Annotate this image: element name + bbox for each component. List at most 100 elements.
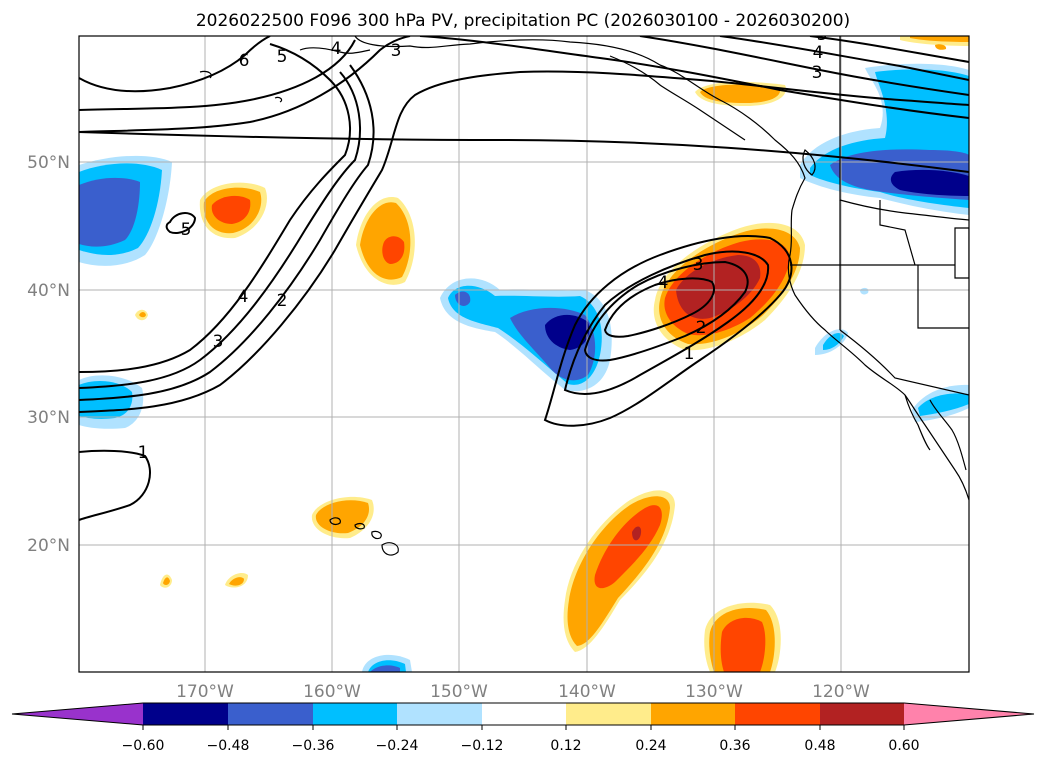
north-america-coastline <box>354 36 969 501</box>
pv-contour-label: 5 <box>277 47 288 67</box>
lat-label: 20°N <box>27 536 70 556</box>
state-border <box>954 227 969 279</box>
colorbar-tick-label: −0.60 <box>122 738 165 754</box>
hawaii-island <box>329 517 341 526</box>
precip-positive-region <box>211 195 251 224</box>
colorbar-segment <box>651 703 735 725</box>
colorbar-segment <box>735 703 820 725</box>
pv-contour-line <box>79 449 151 521</box>
lat-label: 50°N <box>27 153 70 173</box>
pv-contour-labels: 6 5 4 3 3 4 3 5 4 2 3 4 3 2 1 1 <box>138 25 828 463</box>
pv-contour-line <box>79 43 351 373</box>
pv-contour-label: 3 <box>817 25 828 45</box>
colorbar-segment <box>820 703 904 725</box>
colorbar-segment <box>228 703 313 725</box>
precip-negative-region <box>823 333 844 350</box>
colorbar-tick-label: −0.48 <box>207 738 250 754</box>
precip-positive-region <box>935 44 947 50</box>
pv-contour-line <box>419 36 969 119</box>
precip-negative-region <box>918 393 969 416</box>
precip-negative-region <box>890 169 969 196</box>
colorbar-segment <box>482 703 566 725</box>
gulf-of-california-coast <box>929 399 967 471</box>
precip-positive-region <box>632 526 642 541</box>
colorbar: −0.60 −0.48 −0.36 −0.24 −0.12 0.12 0.24 … <box>11 702 1035 754</box>
pv-contour-label: 4 <box>658 273 669 293</box>
pv-contour-label: 3 <box>812 63 823 83</box>
lon-label: 160°W <box>303 682 361 702</box>
lon-label: 140°W <box>558 682 616 702</box>
hawaii-island <box>354 522 365 530</box>
pv-contour-label: 3 <box>213 332 224 352</box>
pv-contour-line <box>719 36 969 81</box>
colorbar-segment <box>313 703 397 725</box>
state-border <box>917 265 969 329</box>
pv-contour-label: 2 <box>696 318 707 338</box>
lon-label: 170°W <box>176 682 234 702</box>
pv-contour-line <box>79 71 361 389</box>
precip-positive-region <box>720 617 766 672</box>
baja-coastline <box>904 394 931 451</box>
hawaii-island <box>381 542 399 556</box>
pv-contour-line <box>79 39 356 111</box>
pv-contour-line <box>165 212 197 234</box>
colorbar-segment <box>143 703 228 725</box>
pv-contour-label: 4 <box>813 43 824 63</box>
colorbar-segment <box>566 703 651 725</box>
precip-negative-region <box>545 314 590 350</box>
pv-contour-line <box>79 36 271 93</box>
pv-contour-line <box>79 70 969 413</box>
colorbar-tick-label: 0.60 <box>888 738 919 754</box>
colorbar-tick-label: −0.24 <box>376 738 419 754</box>
pv-contour-label: 3 <box>693 255 704 275</box>
precip-positive-region <box>163 577 170 586</box>
pv-contour-line <box>563 250 770 396</box>
precip-positive-region <box>676 255 761 319</box>
pv-contour-line <box>603 277 715 338</box>
colorbar-segment <box>12 703 143 725</box>
coastlines <box>199 36 969 556</box>
pv-contour-label: 1 <box>138 443 149 463</box>
state-border <box>879 200 916 266</box>
lon-label: 130°W <box>685 682 743 702</box>
precip-positive-region <box>382 236 405 264</box>
alaska-panhandle-coast <box>609 55 746 141</box>
hawaii-island <box>371 530 382 540</box>
colorbar-tick-label: 0.36 <box>719 738 750 754</box>
colorbar-ticks <box>142 725 905 730</box>
pv-contour-line <box>79 64 375 401</box>
pv-contour-line <box>583 260 749 362</box>
pv-contour-label: 5 <box>181 220 192 240</box>
map-title: 2026022500 F096 300 hPa PV, precipitatio… <box>196 11 850 31</box>
pv-contour-line <box>543 235 793 427</box>
aleutian-islands <box>274 96 283 103</box>
map-frame <box>78 35 970 673</box>
colorbar-tick-label: 0.24 <box>635 738 666 754</box>
vancouver-island <box>802 149 816 176</box>
pv-contour-label: 6 <box>239 51 250 71</box>
precip-positive-region <box>700 84 781 103</box>
colorbar-segment <box>904 703 1034 725</box>
lon-label: 120°W <box>812 682 870 702</box>
colorbar-tick-label: −0.36 <box>292 738 335 754</box>
us-mexico-border <box>839 329 969 396</box>
precip-negative-region <box>370 665 400 672</box>
pv-contour-line <box>809 36 969 63</box>
pv-contour-line <box>79 131 969 173</box>
map-area: 6 5 4 3 3 4 3 5 4 2 3 4 3 2 1 1 <box>79 25 969 672</box>
colorbar-segment <box>397 703 482 725</box>
lat-label: 30°N <box>27 408 70 428</box>
pv-contour-label: 1 <box>684 344 695 364</box>
precip-positive-region <box>229 577 244 586</box>
longitude-labels: 170°W 160°W 150°W 140°W 130°W 120°W <box>176 682 870 702</box>
latitude-labels: 50°N 40°N 30°N 20°N <box>27 153 70 556</box>
pv-contour-line <box>79 36 411 133</box>
colorbar-tick-label: 0.48 <box>804 738 835 754</box>
precip-positive-region <box>594 505 662 589</box>
lon-label: 150°W <box>430 682 488 702</box>
pv-contour-line <box>639 36 969 96</box>
precip-positive-region <box>139 312 146 318</box>
pv-contour-label: 3 <box>391 41 402 61</box>
aleutian-islands <box>199 70 212 79</box>
aleutian-islands <box>299 47 371 54</box>
